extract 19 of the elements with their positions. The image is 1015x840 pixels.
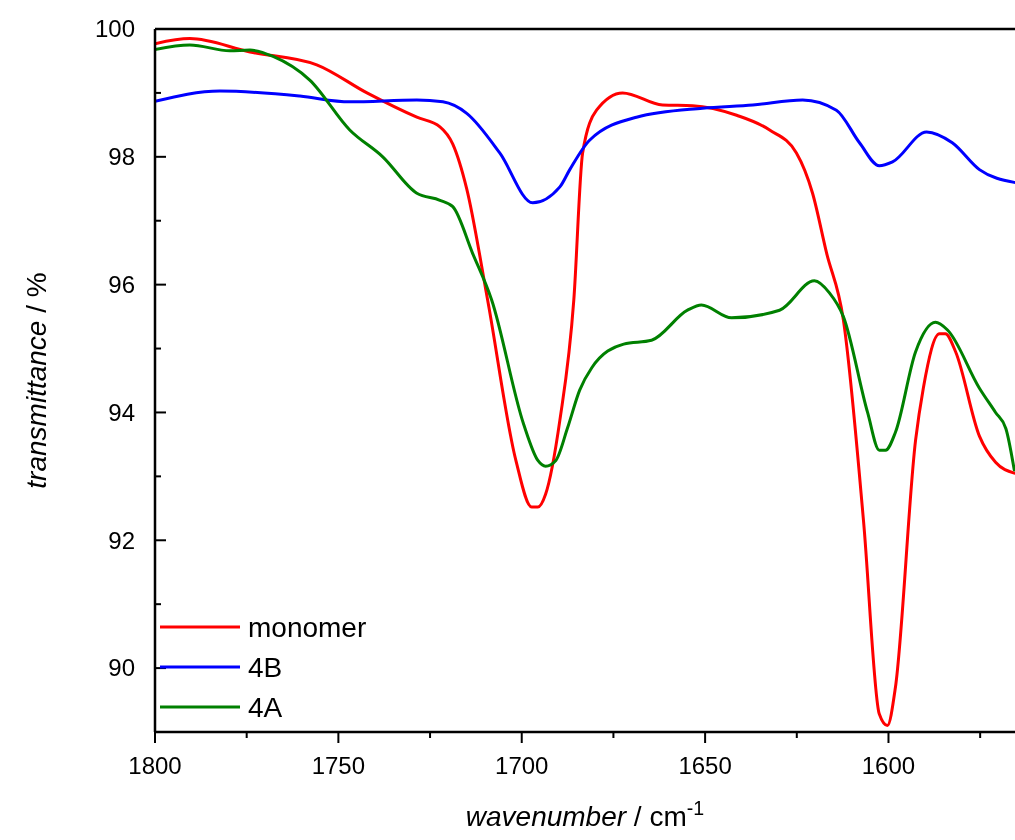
x-tick-label: 1600: [861, 752, 916, 779]
line-series: [155, 89, 1015, 205]
legend-label: 4A: [248, 692, 283, 723]
x-tick-label: 1650: [678, 752, 732, 779]
y-tick-label: 90: [108, 654, 135, 682]
legend-label: monomer: [248, 612, 367, 643]
x-tick-label: 1700: [495, 752, 549, 779]
line-series: [155, 37, 1015, 728]
y-axis-title: transmittance / %: [21, 272, 52, 489]
y-tick-label: 92: [108, 526, 135, 554]
y-tick-label: 96: [108, 271, 135, 299]
y-tick-label: 94: [108, 398, 135, 426]
legend-label: 4B: [248, 652, 283, 683]
line-series: [155, 43, 1015, 472]
y-tick-label: 98: [108, 143, 135, 171]
x-tick-label: 1800: [128, 752, 182, 779]
y-tick-label: 100: [94, 15, 135, 43]
x-tick-label: 1750: [311, 752, 366, 779]
x-axis-title: wavenumber / cm$^{-1}$: [465, 797, 705, 832]
